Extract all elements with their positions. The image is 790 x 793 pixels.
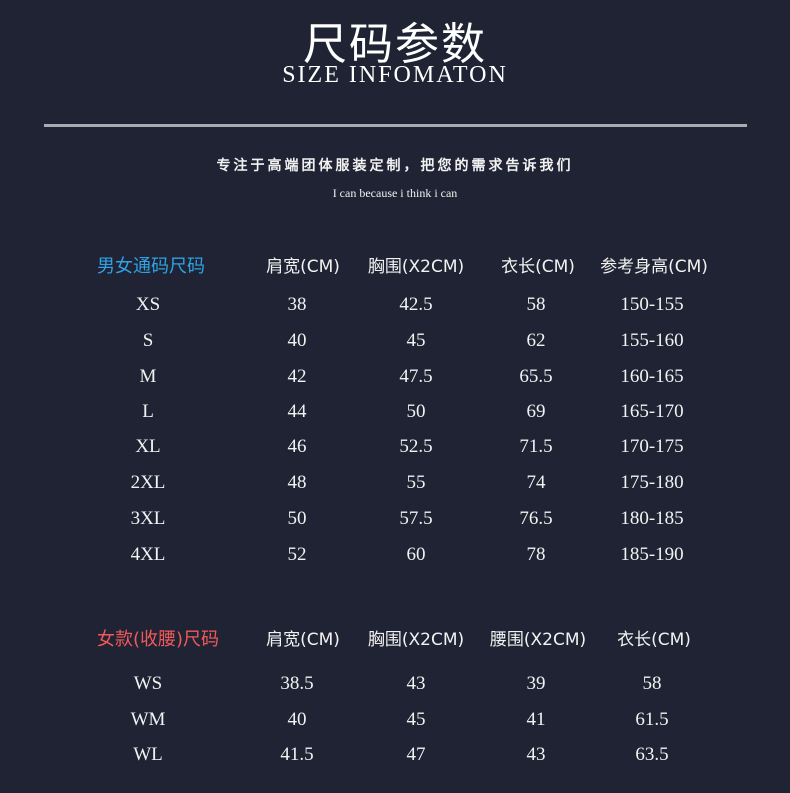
value-cell: 65.5: [519, 366, 553, 387]
value-cell: 170-175: [620, 436, 684, 457]
size-cell: XL: [135, 436, 161, 457]
table-row: 4XL 52 60 78 185-190: [0, 543, 790, 567]
table-row: 3XL 50 57.5 76.5 180-185: [0, 507, 790, 531]
value-cell: 39: [526, 673, 546, 694]
column-header: 参考身高(CM): [600, 257, 708, 277]
value-cell: 185-190: [620, 544, 684, 565]
value-cell: 52.5: [399, 436, 433, 457]
size-cell: WL: [133, 744, 163, 765]
table-header: 女款(收腰)尺码 肩宽(CM) 胸围(X2CM) 腰围(X2CM) 衣长(CM): [0, 628, 790, 652]
value-cell: 160-165: [620, 366, 684, 387]
column-header: 胸围(X2CM): [367, 630, 465, 650]
value-cell: 38.5: [280, 673, 314, 694]
page-subtitle: SIZE INFOMATON: [282, 62, 508, 88]
size-cell: S: [142, 330, 154, 351]
table-row: WL 41.5 47 43 63.5: [0, 743, 790, 767]
table-row: XS 38 42.5 58 150-155: [0, 293, 790, 317]
table-row: XL 46 52.5 71.5 170-175: [0, 435, 790, 459]
table-row: WS 38.5 43 39 58: [0, 672, 790, 696]
value-cell: 47.5: [399, 366, 433, 387]
value-cell: 41.5: [280, 744, 314, 765]
slogan: 专注于高端团体服装定制，把您的需求告诉我们: [216, 158, 574, 174]
value-cell: 44: [287, 401, 307, 422]
value-cell: 61.5: [635, 709, 669, 730]
value-cell: 41: [526, 709, 546, 730]
value-cell: 43: [526, 744, 546, 765]
value-cell: 42.5: [399, 294, 433, 315]
value-cell: 74: [526, 472, 546, 493]
value-cell: 50: [287, 508, 307, 529]
value-cell: 38: [287, 294, 307, 315]
value-cell: 40: [287, 330, 307, 351]
table-row: L 44 50 69 165-170: [0, 400, 790, 424]
page-title: 尺码参数: [303, 19, 487, 70]
value-cell: 175-180: [620, 472, 684, 493]
size-cell: L: [142, 401, 154, 422]
value-cell: 58: [642, 673, 662, 694]
table-row: 2XL 48 55 74 175-180: [0, 471, 790, 495]
value-cell: 52: [287, 544, 307, 565]
value-cell: 71.5: [519, 436, 553, 457]
table-row: S 40 45 62 155-160: [0, 329, 790, 353]
divider: [44, 124, 747, 127]
value-cell: 47: [406, 744, 426, 765]
size-cell: 3XL: [130, 508, 166, 529]
column-header: 肩宽(CM): [266, 257, 340, 277]
value-cell: 62: [526, 330, 546, 351]
column-header: 衣长(CM): [501, 257, 575, 277]
value-cell: 57.5: [399, 508, 433, 529]
value-cell: 48: [287, 472, 307, 493]
value-cell: 150-155: [620, 294, 684, 315]
size-cell: WM: [130, 709, 166, 730]
column-header: 衣长(CM): [617, 630, 691, 650]
column-header: 肩宽(CM): [266, 630, 340, 650]
value-cell: 46: [287, 436, 307, 457]
value-cell: 155-160: [620, 330, 684, 351]
size-cell: M: [139, 366, 157, 387]
value-cell: 50: [406, 401, 426, 422]
value-cell: 40: [287, 709, 307, 730]
table-label: 男女通码尺码: [97, 256, 205, 277]
value-cell: 60: [406, 544, 426, 565]
size-cell: 4XL: [130, 544, 166, 565]
column-header: 胸围(X2CM): [367, 257, 465, 277]
value-cell: 45: [406, 330, 426, 351]
table-header: 男女通码尺码 肩宽(CM) 胸围(X2CM) 衣长(CM) 参考身高(CM): [0, 255, 790, 279]
value-cell: 165-170: [620, 401, 684, 422]
value-cell: 69: [526, 401, 546, 422]
value-cell: 180-185: [620, 508, 684, 529]
value-cell: 76.5: [519, 508, 553, 529]
table-label: 女款(收腰)尺码: [97, 629, 220, 650]
table-row: WM 40 45 41 61.5: [0, 708, 790, 732]
value-cell: 42: [287, 366, 307, 387]
value-cell: 63.5: [635, 744, 669, 765]
table-row: M 42 47.5 65.5 160-165: [0, 365, 790, 389]
size-cell: WS: [133, 673, 163, 694]
size-cell: 2XL: [130, 472, 166, 493]
motto: I can because i think i can: [332, 186, 458, 200]
value-cell: 45: [406, 709, 426, 730]
value-cell: 58: [526, 294, 546, 315]
value-cell: 78: [526, 544, 546, 565]
size-cell: XS: [135, 294, 161, 315]
value-cell: 43: [406, 673, 426, 694]
column-header: 腰围(X2CM): [489, 630, 587, 650]
value-cell: 55: [406, 472, 426, 493]
